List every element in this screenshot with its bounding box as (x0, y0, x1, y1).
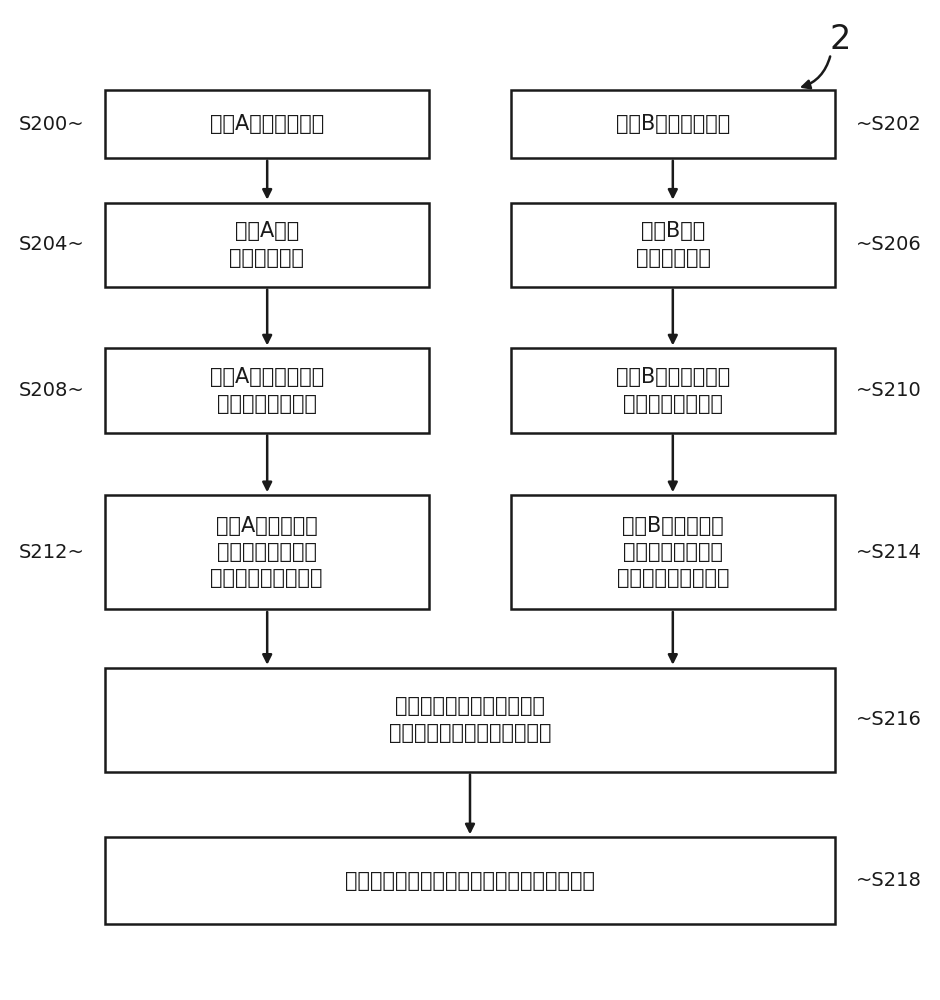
FancyBboxPatch shape (104, 90, 429, 158)
Text: ~S206: ~S206 (855, 235, 921, 254)
Text: 程序A接收
第一正交向量: 程序A接收 第一正交向量 (229, 221, 305, 268)
Text: ~S216: ~S216 (855, 710, 921, 729)
Text: ~S202: ~S202 (855, 115, 921, 134)
FancyBboxPatch shape (511, 348, 836, 433)
Text: 程序A接收第一数据: 程序A接收第一数据 (210, 114, 324, 134)
FancyBboxPatch shape (104, 202, 429, 287)
Text: S200~: S200~ (19, 115, 85, 134)
FancyBboxPatch shape (104, 668, 836, 772)
FancyBboxPatch shape (104, 495, 429, 609)
Text: 2: 2 (829, 23, 851, 56)
Text: 程序B将第二搅乱
数据乘以第二正交
向量以产生第二乘积: 程序B将第二搅乱 数据乘以第二正交 向量以产生第二乘积 (617, 516, 729, 588)
FancyBboxPatch shape (511, 495, 836, 609)
Text: 数据安全程序将加密数据存入本地存储器装置: 数据安全程序将加密数据存入本地存储器装置 (345, 871, 595, 891)
Text: 程序B使用第二搅乱
机制搅乱第二数据: 程序B使用第二搅乱 机制搅乱第二数据 (616, 367, 730, 414)
Text: S208~: S208~ (19, 381, 85, 400)
Text: ~S214: ~S214 (855, 543, 921, 562)
Text: 程序A将第一搅乱
数据乘以第一正交
向量以产生第一乘积: 程序A将第一搅乱 数据乘以第一正交 向量以产生第一乘积 (211, 516, 323, 588)
Text: ~S218: ~S218 (855, 871, 921, 890)
Text: S204~: S204~ (19, 235, 85, 254)
FancyBboxPatch shape (511, 202, 836, 287)
Text: 数据安全程序将第一乘积和
第二乘积相加以产生加密数据: 数据安全程序将第一乘积和 第二乘积相加以产生加密数据 (389, 696, 551, 743)
FancyBboxPatch shape (511, 90, 836, 158)
FancyBboxPatch shape (104, 348, 429, 433)
Text: 程序B接收第二数据: 程序B接收第二数据 (616, 114, 730, 134)
Text: 程序A使用第一搅乱
机制搅乱第一数据: 程序A使用第一搅乱 机制搅乱第一数据 (210, 367, 324, 414)
Text: S212~: S212~ (19, 543, 85, 562)
Text: 程序B接收
第二正交向量: 程序B接收 第二正交向量 (635, 221, 711, 268)
FancyBboxPatch shape (104, 837, 836, 924)
Text: ~S210: ~S210 (855, 381, 921, 400)
